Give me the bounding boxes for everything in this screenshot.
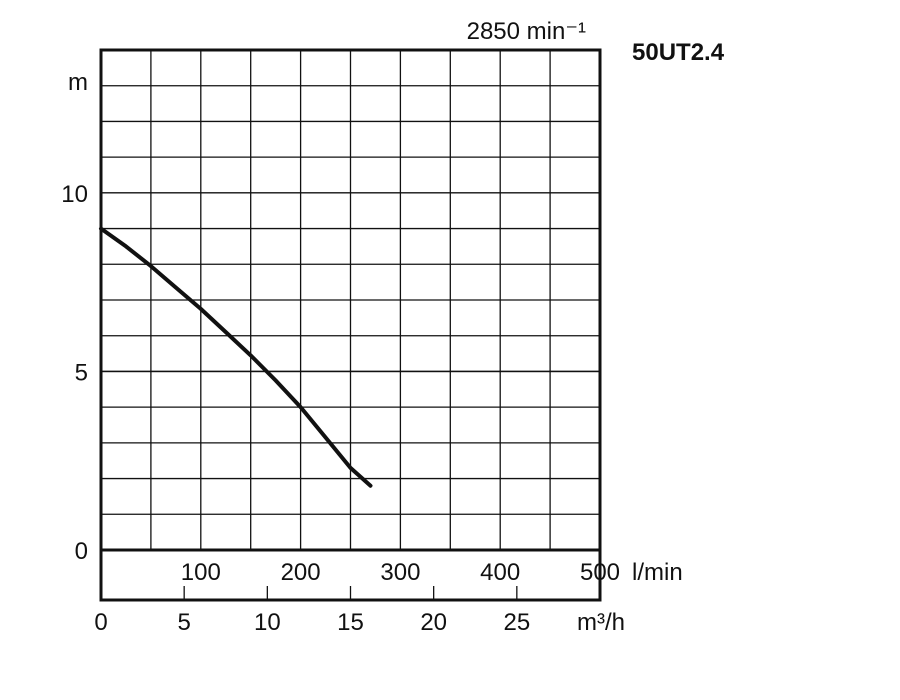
x-primary-tick-label: 300 bbox=[380, 559, 420, 586]
head-flow-curve bbox=[99, 226, 373, 488]
x-primary-tick-label: 400 bbox=[480, 559, 520, 586]
speed-label: 2850 min⁻¹ bbox=[467, 18, 586, 45]
y-axis-label: m bbox=[68, 69, 88, 96]
x-secondary-tick-label: 5 bbox=[177, 609, 190, 636]
x-secondary-tick-label: 10 bbox=[254, 609, 281, 636]
y-tick-label: 0 bbox=[75, 538, 88, 565]
x-primary-tick-label: 500 bbox=[580, 559, 620, 586]
flow-scale-frame bbox=[99, 548, 602, 602]
x-primary-tick-label: 100 bbox=[181, 559, 221, 586]
x-primary-unit-label: l/min bbox=[632, 559, 683, 586]
chart-title: 50UT2.4 bbox=[632, 39, 725, 66]
y-tick-label: 10 bbox=[61, 181, 88, 208]
x-secondary-tick-label: 15 bbox=[337, 609, 364, 636]
x-secondary-tick-label: 25 bbox=[503, 609, 530, 636]
tick-labels: 0 5 10 100 200 300 400 500 0 5 10 15 20 25 bbox=[61, 181, 620, 636]
x-secondary-tick-label: 20 bbox=[420, 609, 447, 636]
y-tick-label: 5 bbox=[75, 359, 88, 386]
x-primary-tick-label: 200 bbox=[281, 559, 321, 586]
grid-lines bbox=[101, 50, 600, 600]
x-secondary-tick-label: 0 bbox=[94, 609, 107, 636]
x-secondary-unit-label: m³/h bbox=[577, 609, 625, 636]
